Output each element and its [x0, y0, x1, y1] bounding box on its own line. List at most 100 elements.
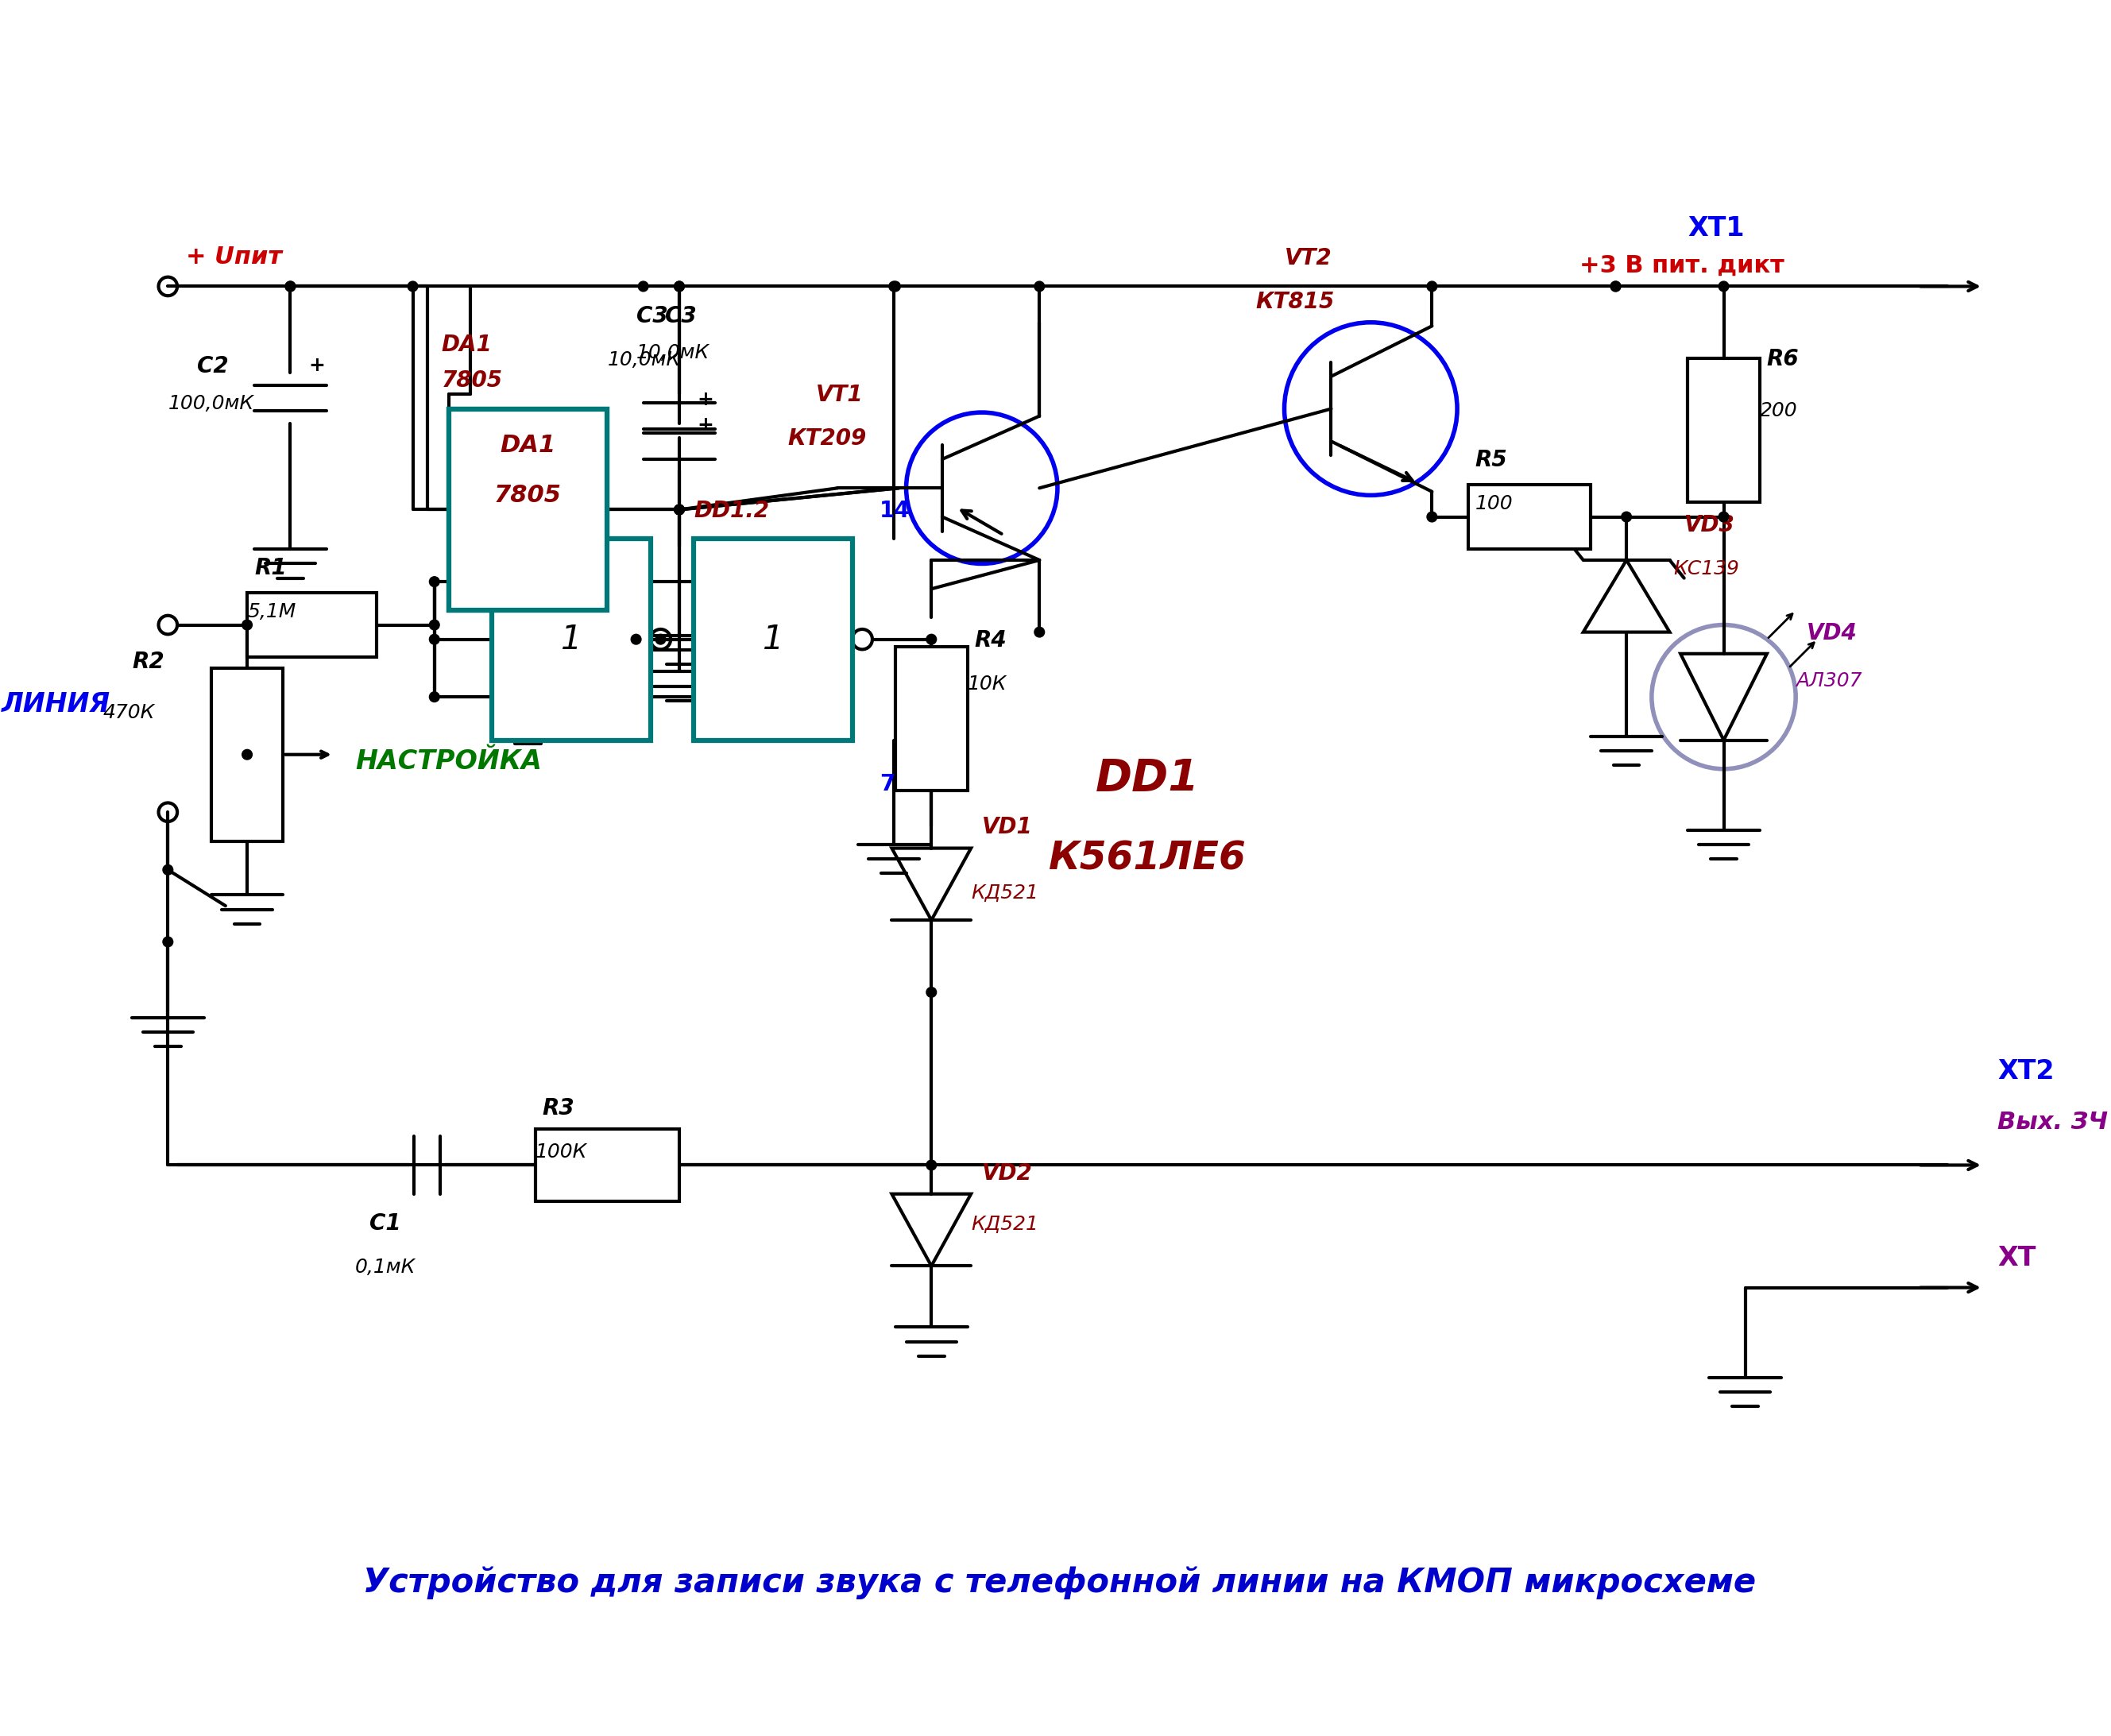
Text: C3: C3: [665, 306, 697, 326]
Text: DA1: DA1: [441, 333, 492, 356]
Circle shape: [1611, 281, 1621, 292]
Circle shape: [631, 634, 642, 644]
Circle shape: [1718, 281, 1729, 292]
Circle shape: [163, 937, 173, 946]
Text: C1: C1: [369, 1212, 401, 1234]
Text: НАСТРОЙКА: НАСТРОЙКА: [355, 748, 543, 774]
Text: VD3: VD3: [1685, 514, 1735, 536]
Circle shape: [673, 281, 684, 292]
Circle shape: [927, 1160, 937, 1170]
Text: 10К: 10К: [967, 675, 1007, 694]
Text: Устройство для записи звука с телефонной линии на КМОП микросхеме: Устройство для записи звука с телефонной…: [363, 1566, 1756, 1599]
Circle shape: [285, 281, 296, 292]
Circle shape: [429, 620, 439, 630]
Circle shape: [243, 620, 251, 630]
Text: +: +: [308, 356, 325, 375]
Circle shape: [927, 988, 937, 996]
Text: DD1: DD1: [1096, 757, 1199, 800]
Text: R6: R6: [1767, 349, 1799, 370]
Text: 100,0мК: 100,0мК: [169, 394, 253, 413]
Circle shape: [429, 576, 439, 587]
Text: DD1.2: DD1.2: [695, 500, 768, 521]
Circle shape: [1611, 281, 1621, 292]
Text: C3: C3: [635, 306, 667, 326]
Text: C2: C2: [196, 356, 228, 377]
Text: ЛИНИЯ: ЛИНИЯ: [2, 691, 110, 717]
Circle shape: [285, 281, 296, 292]
Text: АЛ307: АЛ307: [1796, 672, 1862, 691]
Circle shape: [429, 693, 439, 701]
Text: R2: R2: [131, 651, 165, 674]
Text: 100: 100: [1476, 495, 1514, 514]
Text: КТ209: КТ209: [787, 427, 866, 450]
Circle shape: [1034, 281, 1045, 292]
Bar: [450, 408, 608, 611]
Text: VD1: VD1: [982, 816, 1032, 838]
Circle shape: [1034, 627, 1045, 637]
Circle shape: [1718, 512, 1729, 523]
Text: ХТ2: ХТ2: [1997, 1057, 2054, 1085]
Circle shape: [657, 634, 665, 644]
Bar: [1687, 358, 1761, 502]
Circle shape: [638, 281, 648, 292]
Circle shape: [407, 281, 418, 292]
Text: 470К: 470К: [103, 703, 154, 722]
Text: Вых. ЗЧ: Вых. ЗЧ: [1997, 1111, 2107, 1134]
Text: VD4: VD4: [1807, 621, 1858, 644]
Text: + Uпит: + Uпит: [186, 245, 283, 269]
Text: 7805: 7805: [494, 484, 562, 507]
Text: DA1: DA1: [502, 427, 553, 450]
Text: R5: R5: [1476, 450, 1507, 470]
Text: 7805: 7805: [441, 370, 502, 392]
Circle shape: [163, 865, 173, 875]
Text: R4: R4: [975, 628, 1007, 651]
Circle shape: [673, 505, 684, 514]
Circle shape: [889, 281, 899, 292]
Text: VD2: VD2: [982, 1161, 1032, 1184]
Text: КТ815: КТ815: [1256, 290, 1334, 312]
Bar: [247, 592, 376, 658]
Text: +: +: [697, 415, 714, 434]
Text: 1: 1: [762, 623, 783, 656]
Text: ХТ1: ХТ1: [1687, 215, 1744, 241]
Bar: [450, 408, 608, 611]
Bar: [895, 646, 967, 790]
Bar: [492, 538, 650, 740]
Text: 14: 14: [880, 500, 910, 521]
Circle shape: [891, 281, 901, 292]
Bar: [211, 668, 283, 840]
Bar: [695, 538, 853, 740]
Text: 200: 200: [1761, 401, 1799, 420]
Circle shape: [429, 634, 439, 644]
Circle shape: [1427, 512, 1438, 523]
Text: К561ЛЕ6: К561ЛЕ6: [1049, 840, 1245, 878]
Text: R3: R3: [543, 1097, 574, 1120]
Text: DA1: DA1: [500, 434, 555, 457]
Circle shape: [1621, 512, 1632, 523]
Text: КД521: КД521: [971, 884, 1039, 903]
Text: R1: R1: [253, 557, 287, 580]
Text: +3 В пит. дикт: +3 В пит. дикт: [1579, 253, 1784, 276]
Circle shape: [673, 505, 684, 514]
Text: 1: 1: [562, 623, 583, 656]
Bar: [536, 1128, 680, 1201]
Text: 7: 7: [880, 773, 895, 795]
Text: КД521: КД521: [971, 1215, 1039, 1234]
Text: 10,0мК: 10,0мК: [635, 344, 709, 363]
Bar: [1467, 484, 1590, 549]
Circle shape: [673, 281, 684, 292]
Text: +: +: [697, 391, 714, 410]
Text: 0,1мК: 0,1мК: [355, 1259, 416, 1278]
Circle shape: [1427, 281, 1438, 292]
Text: VT2: VT2: [1283, 247, 1332, 269]
Text: ХТ: ХТ: [1997, 1245, 2035, 1271]
Text: DD1.1: DD1.1: [477, 500, 553, 521]
Text: 5,1М: 5,1М: [247, 602, 296, 621]
Circle shape: [243, 750, 251, 760]
Text: 10,0мК: 10,0мК: [608, 351, 680, 370]
Text: 100К: 100К: [536, 1142, 587, 1161]
Text: 7805: 7805: [498, 470, 559, 493]
Circle shape: [673, 505, 684, 514]
Text: КС139: КС139: [1674, 559, 1739, 578]
Circle shape: [927, 634, 937, 644]
